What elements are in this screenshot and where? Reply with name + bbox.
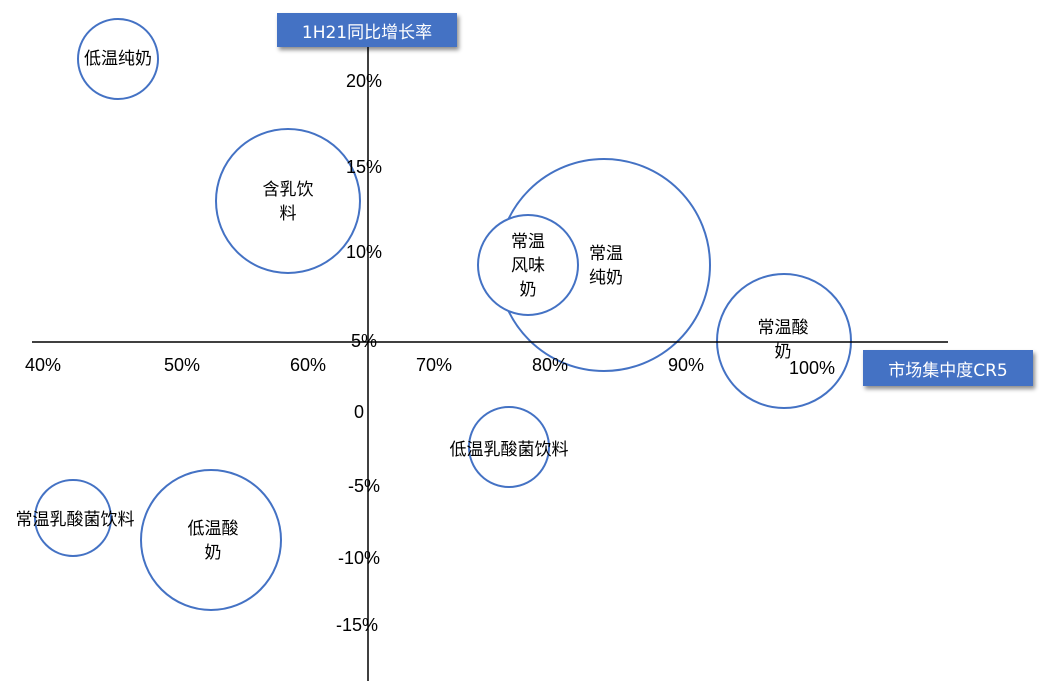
x-tick-label: 80% <box>532 355 568 375</box>
bubble-label: 低温酸 <box>188 519 239 539</box>
bubble-label: 常温酸 <box>758 318 809 338</box>
bubbles-layer <box>34 18 852 611</box>
bubble-label: 低温乳酸菌饮料 <box>450 440 569 460</box>
y-tick-label: 15% <box>346 157 382 177</box>
ticks-layer: 40% 50% 60% 70% 80% 90% 100% 20% 15% 10% 5% 0 -5% -10… <box>25 71 835 635</box>
bubble-label: 奶 <box>775 342 792 362</box>
bubble-label: 料 <box>280 204 297 224</box>
y-tick-label: -15% <box>336 615 378 635</box>
y-tick-label: 5% <box>351 331 377 351</box>
x-tick-label: 100% <box>789 358 835 378</box>
bubble-label: 含乳饮 <box>263 180 314 200</box>
bubble <box>468 406 550 488</box>
bubble-label: 风味 <box>511 256 545 276</box>
bubble-label: 低温纯奶 <box>84 49 152 69</box>
x-axis-title: 市场集中度CR5 <box>863 350 1033 386</box>
bubble-label: 奶 <box>520 280 537 300</box>
bubble-label: 常温 <box>589 244 623 264</box>
bubble <box>140 469 282 611</box>
axes-layer <box>32 40 948 681</box>
x-tick-label: 70% <box>416 355 452 375</box>
x-tick-label: 40% <box>25 355 61 375</box>
y-tick-label: -5% <box>348 476 380 496</box>
bubble <box>77 18 159 100</box>
bubble <box>34 479 112 557</box>
y-tick-label: 10% <box>346 242 382 262</box>
y-tick-label: 20% <box>346 71 382 91</box>
bubble <box>215 128 361 274</box>
y-tick-label: 0 <box>354 402 364 422</box>
bubble <box>477 214 579 316</box>
y-axis-title: 1H21同比增长率 <box>277 13 457 47</box>
bubble <box>716 273 852 409</box>
bubble-label: 常温乳酸菌饮料 <box>16 510 135 530</box>
bubble-label: 纯奶 <box>589 268 623 288</box>
bubble-label: 奶 <box>205 543 222 563</box>
bubble-label: 常温 <box>511 232 545 252</box>
x-tick-label: 90% <box>668 355 704 375</box>
x-tick-label: 50% <box>164 355 200 375</box>
x-tick-label: 60% <box>290 355 326 375</box>
y-tick-label: -10% <box>338 548 380 568</box>
